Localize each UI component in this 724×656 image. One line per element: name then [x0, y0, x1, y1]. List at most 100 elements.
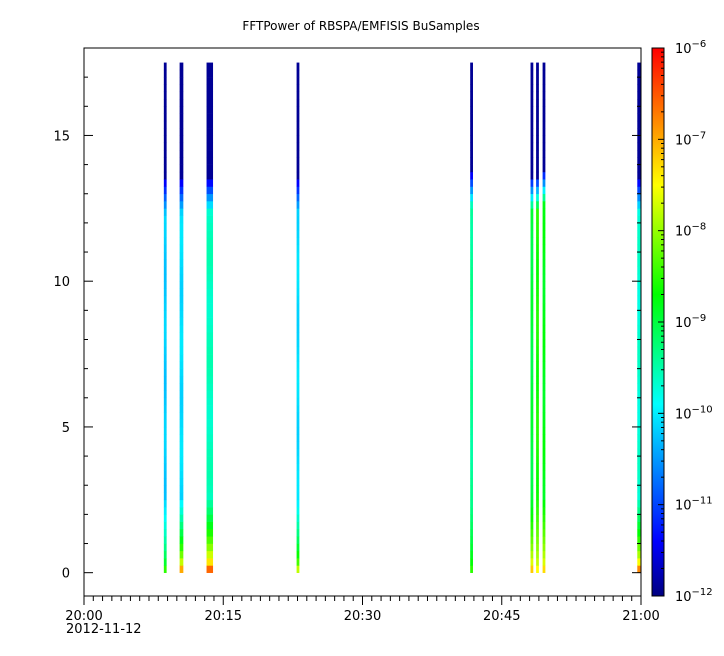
burst-cell	[296, 193, 300, 202]
burst-cell	[470, 295, 473, 304]
burst-cell	[536, 77, 539, 85]
burst-cell	[542, 441, 546, 450]
burst-cell	[542, 99, 546, 107]
burst-cell	[542, 84, 546, 93]
burst-cell	[530, 208, 534, 216]
burst-cell	[470, 259, 473, 267]
burst-cell	[163, 412, 167, 420]
burst-cell	[637, 142, 641, 151]
burst-cell	[530, 492, 534, 501]
burst-cell	[206, 135, 214, 144]
burst-cell	[163, 456, 167, 464]
burst-cell	[206, 397, 214, 406]
burst-cell	[542, 346, 546, 355]
burst-cell	[163, 383, 167, 391]
burst-cell	[470, 237, 473, 246]
burst-cell	[296, 550, 300, 559]
burst-cell	[206, 419, 214, 428]
burst-cell	[206, 368, 214, 377]
burst-cell	[530, 346, 534, 355]
burst-cell	[296, 142, 300, 151]
y-tick-label: 15	[53, 129, 70, 144]
burst-cell	[296, 113, 300, 122]
burst-cell	[542, 295, 546, 304]
burst-cell	[163, 550, 167, 559]
burst-cell	[542, 113, 546, 122]
burst-cell	[542, 77, 546, 85]
burst-cell	[530, 499, 534, 508]
burst-cell	[530, 113, 534, 122]
burst-cell	[536, 266, 539, 275]
burst-cell	[296, 106, 300, 114]
burst-cell	[637, 317, 641, 326]
y-tick-label: 10	[53, 275, 70, 290]
burst-cell	[179, 361, 184, 369]
burst-cell	[296, 62, 300, 71]
burst-cell	[530, 441, 534, 450]
burst-cell	[163, 528, 167, 537]
burst-cell	[206, 295, 214, 304]
burst-cell	[530, 397, 534, 406]
burst-cell	[179, 252, 184, 260]
burst-cell	[470, 565, 473, 573]
burst-cell	[536, 128, 539, 136]
burst-cell	[637, 310, 641, 318]
burst-cell	[637, 259, 641, 267]
y-tick-label: 0	[62, 567, 70, 582]
burst-cell	[542, 550, 546, 559]
burst-cell	[179, 69, 184, 78]
burst-cell	[470, 492, 473, 501]
burst-cell	[163, 565, 167, 573]
burst-cell	[530, 543, 534, 552]
burst-cell	[163, 339, 167, 348]
burst-cell	[296, 346, 300, 355]
burst-cell	[530, 106, 534, 114]
burst-cell	[637, 157, 641, 165]
burst-cell	[470, 346, 473, 355]
burst-cell	[536, 361, 539, 369]
burst-cell	[542, 499, 546, 508]
burst-cell	[536, 514, 539, 522]
burst-cell	[530, 426, 534, 435]
burst-4	[296, 62, 300, 573]
burst-cell	[542, 383, 546, 391]
burst-cell	[296, 492, 300, 501]
burst-cell	[179, 295, 184, 304]
colorbar-tick-label: 10−7	[675, 130, 706, 148]
burst-cell	[163, 310, 167, 318]
burst-cell	[470, 434, 473, 442]
burst-cell	[179, 558, 184, 566]
burst-cell	[163, 69, 167, 78]
burst-cell	[637, 499, 641, 508]
burst-cell	[206, 106, 214, 114]
burst-cell	[637, 448, 641, 457]
burst-cell	[536, 84, 539, 93]
burst-cell	[542, 324, 546, 333]
burst-cell	[206, 470, 214, 479]
burst-cell	[530, 186, 534, 195]
burst-cell	[163, 288, 167, 297]
burst-cell	[637, 120, 641, 129]
burst-cell	[530, 310, 534, 318]
burst-cell	[542, 536, 546, 544]
burst-cell	[206, 142, 214, 151]
burst-cell	[163, 193, 167, 202]
burst-cell	[536, 492, 539, 501]
burst-cell	[296, 543, 300, 552]
burst-cell	[637, 201, 641, 209]
burst-cell	[206, 346, 214, 355]
burst-cell	[637, 99, 641, 107]
burst-cell	[637, 507, 641, 515]
burst-cell	[536, 252, 539, 260]
burst-cell	[530, 477, 534, 486]
burst-cell	[637, 266, 641, 275]
burst-cell	[530, 142, 534, 151]
x-tick-label: 20:00	[65, 609, 102, 624]
burst-cell	[542, 310, 546, 318]
burst-cell	[296, 157, 300, 165]
burst-cell	[206, 201, 214, 209]
burst-cell	[637, 303, 641, 311]
burst-cell	[542, 470, 546, 479]
burst-cell	[530, 324, 534, 333]
burst-cell	[206, 99, 214, 107]
